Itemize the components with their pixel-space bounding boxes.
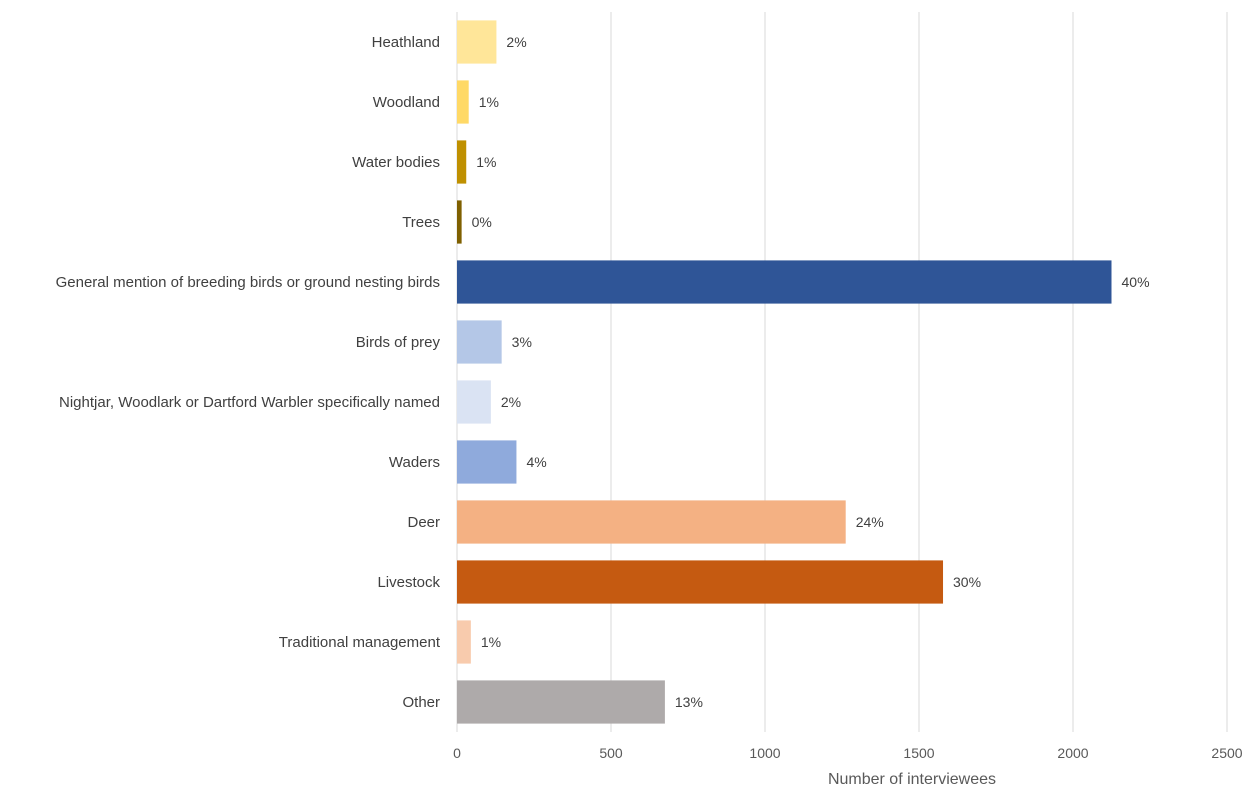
category-label: Deer (407, 514, 440, 531)
data-label: 13% (675, 694, 703, 710)
bar (457, 620, 471, 664)
x-tick-label: 500 (599, 745, 623, 761)
bar (457, 680, 665, 724)
bar (457, 320, 502, 364)
bar (457, 200, 462, 244)
data-label: 2% (501, 394, 521, 410)
category-label: Waders (389, 454, 440, 471)
bar (457, 500, 846, 544)
data-label: 30% (953, 574, 981, 590)
bar (457, 260, 1112, 304)
category-label: Livestock (377, 574, 440, 591)
data-label: 3% (512, 334, 532, 350)
data-label: 0% (472, 214, 492, 230)
data-label: 1% (481, 634, 501, 650)
bar (457, 80, 469, 124)
category-label: Heathland (372, 34, 440, 51)
category-label: Woodland (373, 94, 440, 111)
x-tick-label: 1000 (749, 745, 780, 761)
data-label: 1% (479, 94, 499, 110)
data-label: 4% (526, 454, 546, 470)
bar (457, 380, 491, 424)
category-label: Traditional management (279, 634, 441, 651)
category-label: Nightjar, Woodlark or Dartford Warbler s… (59, 394, 440, 411)
x-tick-label: 2000 (1057, 745, 1088, 761)
data-label: 1% (476, 154, 496, 170)
bar (457, 440, 517, 484)
data-label: 2% (506, 34, 526, 50)
data-label: 24% (856, 514, 884, 530)
category-label: Birds of prey (356, 334, 441, 351)
category-labels: Heathland Woodland Water bodies Trees Genera… (56, 34, 441, 711)
x-axis-title: Number of interviewees (828, 771, 996, 788)
gridlines (456, 12, 1228, 732)
bar (457, 20, 497, 64)
x-tick-label: 2500 (1211, 745, 1242, 761)
bar (457, 560, 944, 604)
category-label: Water bodies (352, 154, 440, 171)
category-label: General mention of breeding birds or gro… (56, 274, 440, 291)
x-tick-label: 0 (453, 745, 461, 761)
data-labels: 2% 1% 1% 0% 40% 3% 2% 4% 24% 30% 1% 13% (472, 34, 1150, 710)
data-label: 40% (1122, 274, 1150, 290)
x-tick-label: 1500 (903, 745, 934, 761)
category-label: Other (402, 694, 440, 711)
category-label: Trees (402, 214, 440, 231)
bar (457, 140, 467, 184)
bars (457, 20, 1112, 724)
x-tick-labels: 0 500 1000 1500 2000 2500 (453, 745, 1243, 761)
